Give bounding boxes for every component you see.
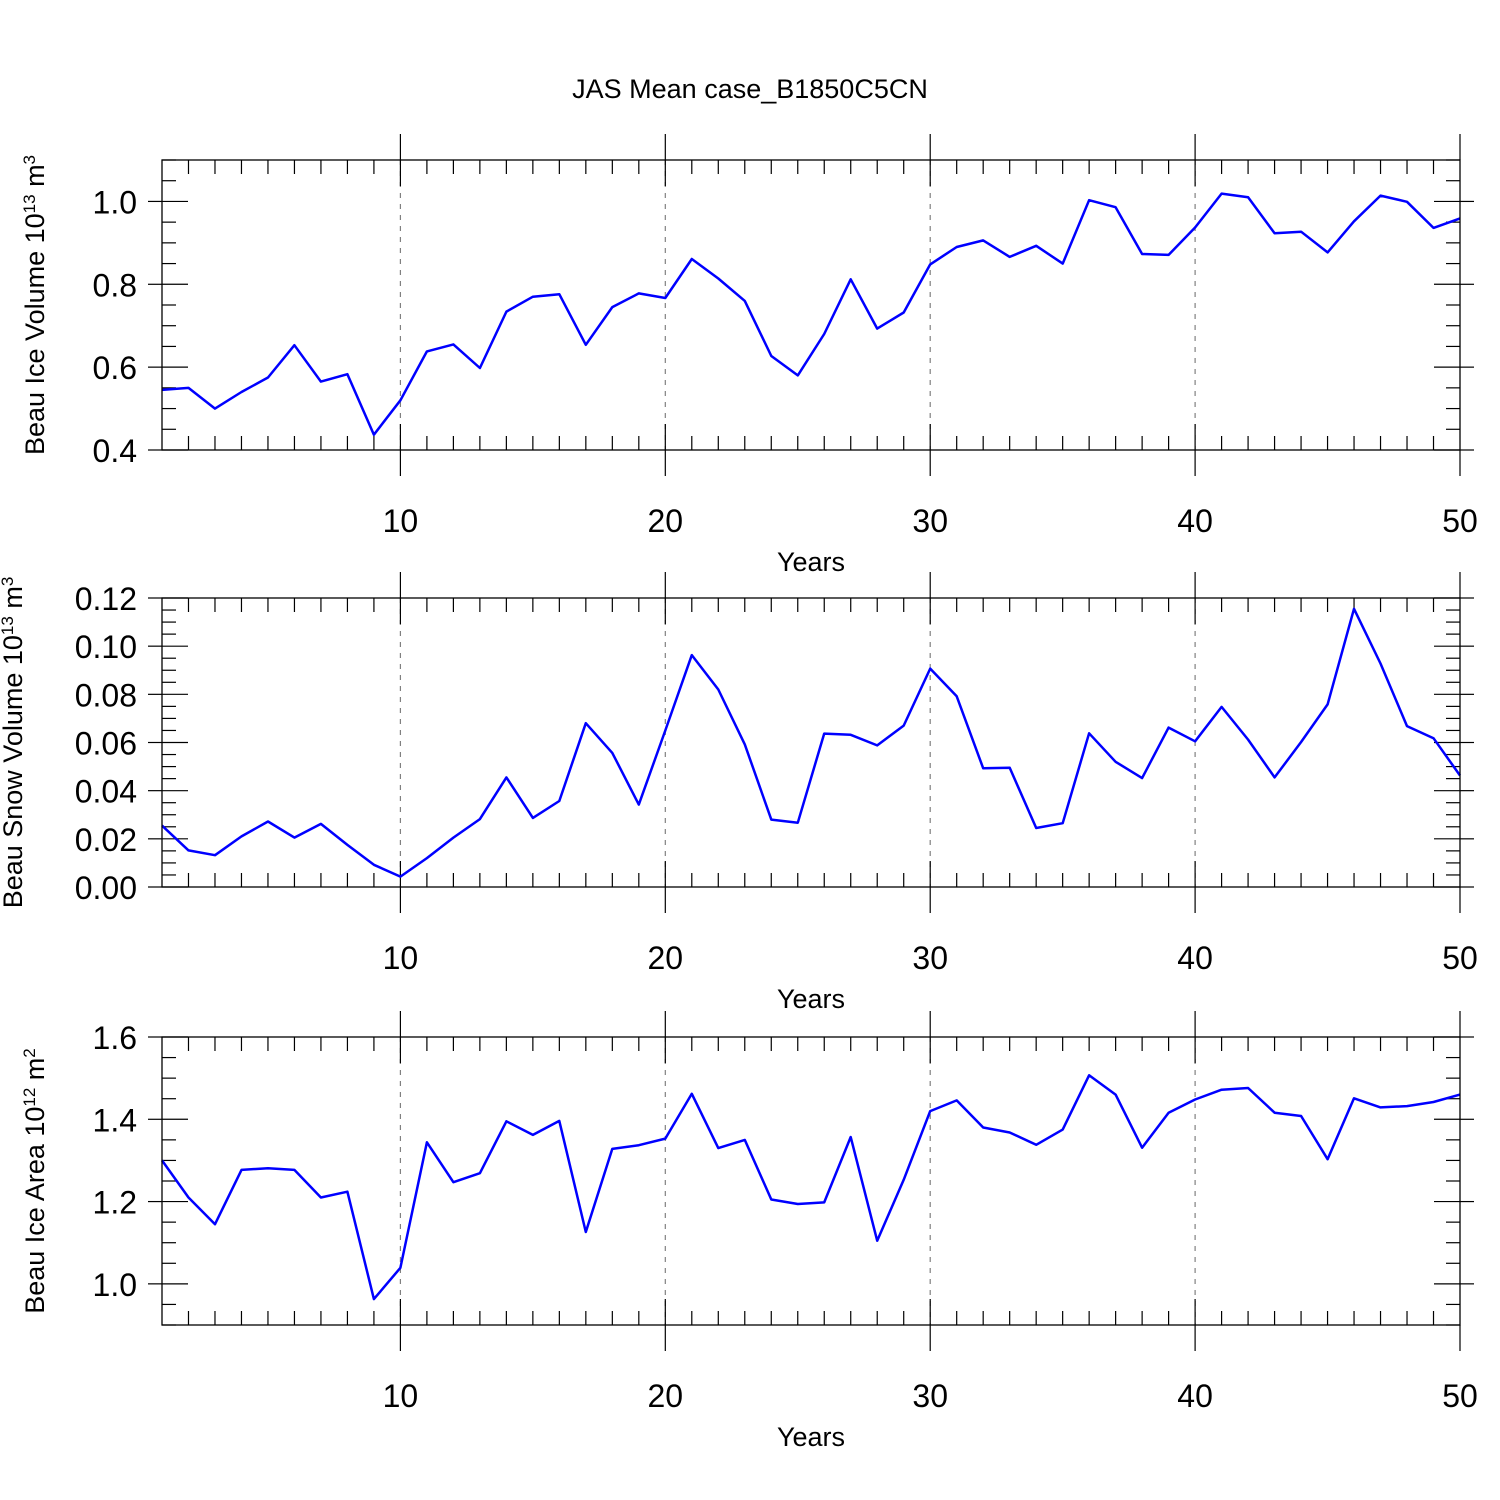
y-label-exponent: 13 bbox=[0, 616, 17, 635]
x-tick-label: 30 bbox=[912, 503, 948, 539]
y-tick-label: 0.02 bbox=[75, 822, 137, 858]
y-label-unit: m bbox=[0, 586, 28, 616]
y-tick-label: 0.10 bbox=[75, 629, 137, 665]
x-axis-title: Years bbox=[777, 547, 845, 577]
panel-1: 10 20 30 40 50 0.4 0.6 0.8 1.0 Years Beau Ice Volu… bbox=[20, 134, 1478, 577]
y-tick-label: 0.04 bbox=[75, 774, 137, 810]
plot-frame bbox=[161, 159, 1461, 451]
panel-3: 10 20 30 40 50 1.0 1.2 1.4 1.6 Years Beau Ice Area… bbox=[20, 1011, 1478, 1452]
y-label-unit-exponent: 3 bbox=[20, 155, 39, 164]
y-axis-title: Beau Ice Area 1012 m2 bbox=[20, 1048, 51, 1314]
series-line bbox=[161, 607, 1462, 878]
y-label-exponent: 13 bbox=[20, 194, 39, 213]
x-tick-label: 40 bbox=[1177, 503, 1213, 539]
y-tick-label: 1.4 bbox=[93, 1102, 137, 1138]
y-label-main: Beau Ice Volume 10 bbox=[20, 213, 50, 455]
y-label-main: Beau Snow Volume 10 bbox=[0, 635, 28, 908]
panel-2: 10 20 30 40 50 0.00 0.02 0.04 0.06 0.08 0.10 0.12 Ye… bbox=[0, 572, 1478, 1014]
plot-frame bbox=[161, 597, 1461, 888]
y-tick-label: 1.6 bbox=[93, 1020, 137, 1056]
x-tick-label: 20 bbox=[648, 503, 684, 539]
x-tick-label: 10 bbox=[383, 503, 419, 539]
y-tick-label: 1.0 bbox=[93, 184, 137, 220]
y-axis-title: Beau Snow Volume 1013 m3 bbox=[0, 577, 28, 909]
y-tick-label: 0.6 bbox=[93, 350, 137, 386]
x-tick-label: 40 bbox=[1177, 1378, 1213, 1414]
y-tick-label: 1.2 bbox=[93, 1185, 137, 1221]
x-axis-title: Years bbox=[777, 984, 845, 1014]
y-axis-title: Beau Ice Volume 1013 m3 bbox=[20, 155, 51, 455]
plot-frame bbox=[161, 1036, 1461, 1326]
y-tick-label: 0.8 bbox=[93, 267, 137, 303]
y-label-unit-exponent: 3 bbox=[0, 577, 17, 586]
y-tick-label: 0.06 bbox=[75, 726, 137, 762]
x-tick-label: 50 bbox=[1442, 1378, 1478, 1414]
x-tick-label: 40 bbox=[1177, 940, 1213, 976]
series-line bbox=[160, 1074, 1461, 1301]
series-line bbox=[161, 192, 1461, 436]
x-tick-label: 50 bbox=[1442, 940, 1478, 976]
y-label-main: Beau Ice Area 10 bbox=[20, 1107, 50, 1314]
y-tick-label: 0.08 bbox=[75, 677, 137, 713]
x-tick-label: 10 bbox=[383, 1378, 419, 1414]
chart-title: JAS Mean case_B1850C5CN bbox=[572, 74, 928, 104]
x-tick-label: 30 bbox=[912, 1378, 948, 1414]
y-label-unit-exponent: 2 bbox=[20, 1048, 39, 1057]
y-label-exponent: 12 bbox=[20, 1088, 39, 1107]
x-tick-label: 10 bbox=[383, 940, 419, 976]
x-tick-label: 30 bbox=[912, 940, 948, 976]
y-tick-label: 1.0 bbox=[93, 1267, 137, 1303]
panels: 10 20 30 40 50 0.4 0.6 0.8 1.0 Years Beau Ice Volu… bbox=[0, 134, 1478, 1452]
y-tick-label: 0.12 bbox=[75, 581, 137, 617]
x-tick-label: 20 bbox=[648, 940, 684, 976]
y-tick-label: 0.4 bbox=[93, 433, 137, 469]
y-tick-label: 0.00 bbox=[75, 870, 137, 906]
x-axis-title: Years bbox=[777, 1422, 845, 1452]
y-label-unit: m bbox=[20, 1058, 50, 1088]
y-label-unit: m bbox=[20, 164, 50, 194]
x-tick-label: 20 bbox=[648, 1378, 684, 1414]
x-tick-label: 50 bbox=[1442, 503, 1478, 539]
